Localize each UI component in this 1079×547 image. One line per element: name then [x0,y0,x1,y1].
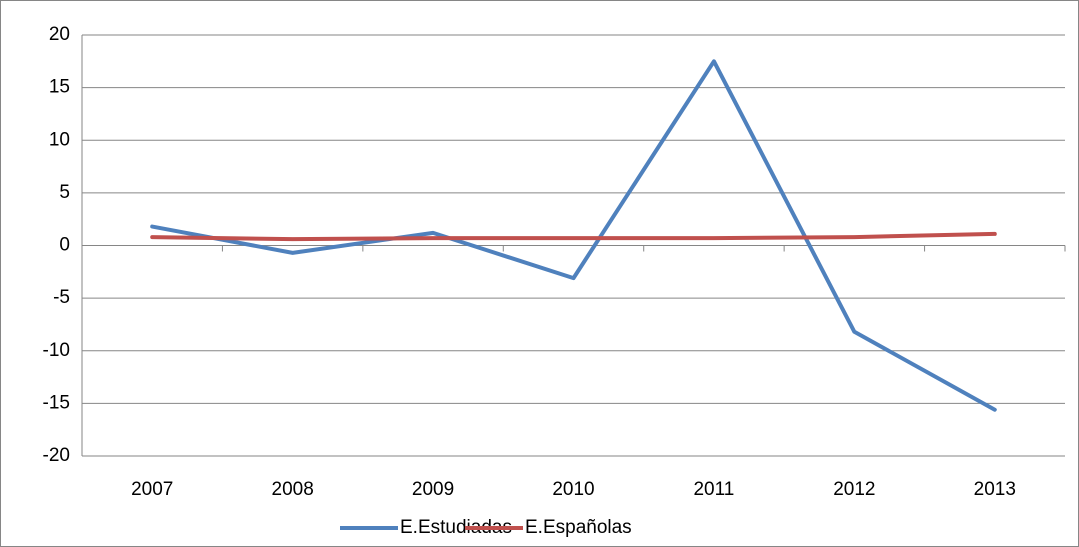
x-tick-label: 2013 [974,479,1016,500]
y-tick-label: 15 [49,77,70,98]
y-tick-label: -15 [43,392,70,413]
y-tick-label: -5 [53,287,70,308]
series-line [150,231,997,242]
y-tick-label: -20 [43,445,70,466]
y-tick-label: 5 [59,182,70,203]
y-tick-label: 0 [59,235,70,256]
y-tick-label: 20 [49,24,70,45]
y-tick-label: -10 [43,340,70,361]
x-tick-label: 2007 [131,479,173,500]
x-tick-label: 2009 [412,479,454,500]
x-tick-label: 2011 [693,479,734,500]
x-tick-label: 2008 [272,479,314,500]
y-tick-label: 10 [49,129,70,150]
x-tick-label: 2010 [552,479,594,500]
x-tick-label: 2012 [833,479,875,500]
legend-label: E.Españolas [525,517,632,538]
legend-label: E.Estudiadas [400,517,512,538]
series-line [150,59,997,412]
